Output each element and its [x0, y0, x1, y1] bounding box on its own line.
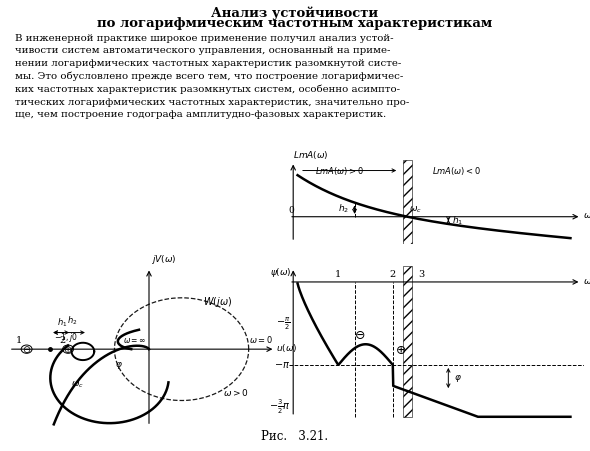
Text: $-\frac{3}{2}\pi$: $-\frac{3}{2}\pi$ [268, 397, 290, 416]
Text: $\psi(\omega)$: $\psi(\omega)$ [270, 266, 292, 279]
Text: 0: 0 [289, 206, 294, 215]
Text: $\ominus$: $\ominus$ [22, 344, 31, 354]
Text: Анализ устойчивости: Анализ устойчивости [211, 7, 379, 20]
Text: $W(j\omega)$: $W(j\omega)$ [204, 295, 232, 309]
Text: $\omega=0$: $\omega=0$ [248, 334, 273, 345]
Text: $\oplus$: $\oplus$ [64, 344, 73, 354]
Text: 1: 1 [15, 336, 22, 345]
Text: $h_1$: $h_1$ [57, 316, 67, 329]
Text: $LmA(\omega)$: $LmA(\omega)$ [293, 149, 329, 161]
Text: $\omega$: $\omega$ [583, 212, 590, 221]
Text: $LmA(\omega)<0$: $LmA(\omega)<0$ [432, 165, 481, 177]
Text: Рис.   3.21.: Рис. 3.21. [261, 430, 329, 443]
Text: $\oplus$: $\oplus$ [395, 344, 407, 357]
Text: $\omega_c$: $\omega_c$ [71, 379, 84, 390]
Bar [402, 266, 412, 417]
Text: $\varphi$: $\varphi$ [454, 373, 461, 383]
Text: $-\pi$: $-\pi$ [274, 360, 290, 370]
Text: $jV(\omega)$: $jV(\omega)$ [151, 253, 176, 266]
Text: $LmA(\omega)>0$: $LmA(\omega)>0$ [314, 165, 363, 177]
Text: $\varphi$: $\varphi$ [116, 360, 123, 371]
Text: В инженерной практике широкое применение получил анализ устой-
чивости систем ав: В инженерной практике широкое применение… [15, 34, 409, 120]
Text: 3: 3 [418, 270, 424, 279]
Text: $h_2$: $h_2$ [338, 202, 349, 215]
Text: $\omega$: $\omega$ [583, 277, 590, 286]
Text: 2: 2 [59, 336, 65, 345]
Text: $\ominus$: $\ominus$ [355, 329, 366, 342]
Text: 2: 2 [390, 270, 396, 279]
Bar [402, 160, 412, 244]
Text: $\omega=\infty$: $\omega=\infty$ [123, 336, 146, 345]
Text: по логарифмическим частотным характеристикам: по логарифмическим частотным характерист… [97, 17, 493, 30]
Text: 1: 1 [335, 270, 342, 279]
Text: $\omega_c$: $\omega_c$ [409, 204, 422, 215]
Text: $h_2$: $h_2$ [67, 314, 77, 327]
Text: $\omega>0$: $\omega>0$ [223, 387, 249, 398]
Text: $-1,j0$: $-1,j0$ [54, 331, 78, 344]
Text: $u(\omega)$: $u(\omega)$ [276, 342, 298, 354]
Text: $-\frac{\pi}{2}$: $-\frac{\pi}{2}$ [276, 315, 290, 332]
Text: $h_1$: $h_1$ [453, 214, 464, 226]
